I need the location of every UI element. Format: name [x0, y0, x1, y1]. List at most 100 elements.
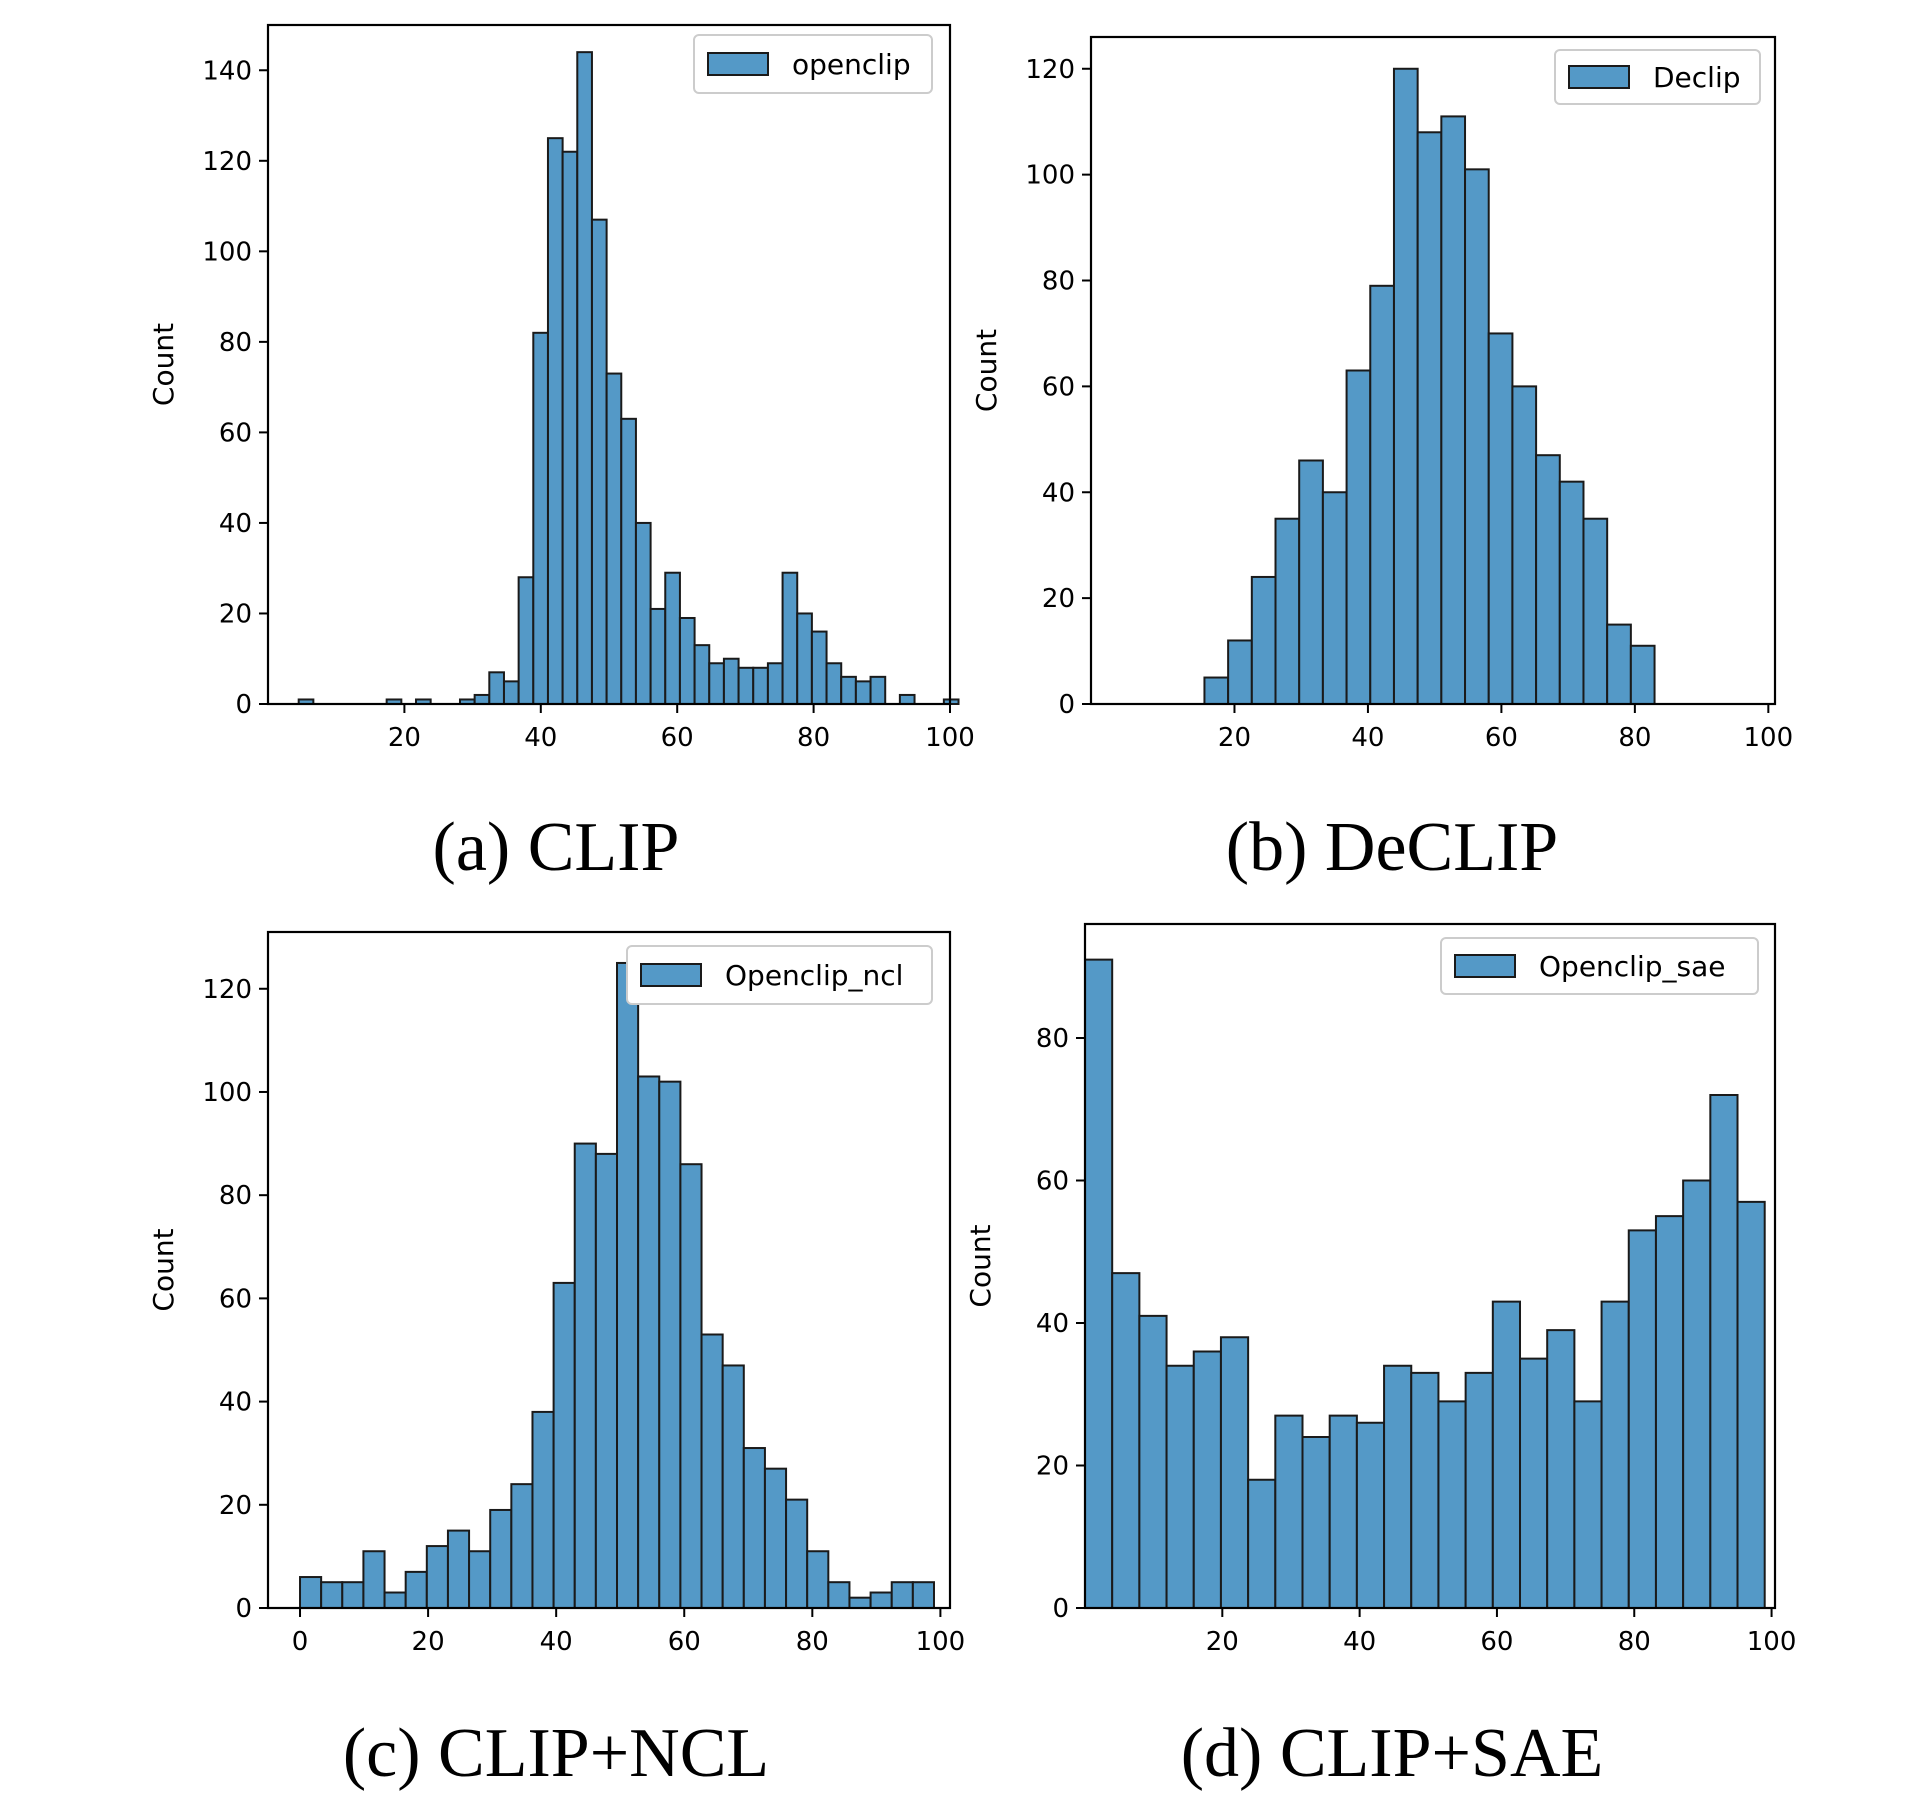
axes-frame — [266, 930, 952, 1610]
histogram-bar — [827, 1581, 851, 1610]
y-tick-label: 40 — [1036, 1309, 1069, 1339]
y-tick-label: 120 — [1025, 55, 1075, 85]
y-tick-label: 20 — [1036, 1452, 1069, 1482]
histogram-bar — [1627, 1229, 1657, 1609]
histogram-bar — [1709, 1094, 1739, 1609]
histogram-bar — [840, 675, 857, 706]
histogram-panel-declip: 20 40 60 80 100 0 20 40 60 80 100 120 Count Declip (b)… — [970, 35, 1793, 886]
histogram-bar — [781, 571, 799, 706]
y-tick-label: 60 — [1042, 372, 1075, 402]
legend-label: Openclip_ncl — [725, 959, 903, 992]
x-tick-label: 40 — [1351, 723, 1384, 753]
x-tick-label: 20 — [412, 1627, 445, 1657]
histogram-bar — [752, 666, 769, 706]
histogram-bar — [1410, 1371, 1440, 1609]
histogram-panel-clip: 20 40 60 80 100 0 20 40 60 80 100 120 140 Count opencl… — [147, 23, 975, 886]
histogram-bar — [890, 1581, 914, 1610]
y-tick-label: 80 — [1042, 267, 1075, 297]
y-tick-label: 0 — [1052, 1594, 1069, 1624]
histogram-bar — [785, 1498, 809, 1609]
histogram-bar — [404, 1570, 428, 1609]
histogram-bar — [634, 521, 652, 706]
axes-frame — [1083, 922, 1777, 1610]
x-tick-label: 40 — [540, 1627, 573, 1657]
histogram-bar — [531, 1410, 555, 1610]
y-tick-label: 40 — [1042, 478, 1075, 508]
x-tick-label: 40 — [524, 723, 557, 753]
histogram-bar — [1369, 284, 1395, 705]
histogram-bar — [1298, 459, 1324, 705]
y-tick-label: 0 — [235, 690, 252, 720]
histogram-bar — [1345, 369, 1372, 705]
histogram-bar — [649, 607, 667, 705]
caption-declip: (b) DeCLIP — [1226, 809, 1558, 886]
legend-box — [1440, 937, 1759, 995]
histogram-bar — [573, 1142, 597, 1609]
y-tick-label: 80 — [219, 328, 252, 358]
histogram-bar — [1573, 1400, 1603, 1609]
histogram-bar — [1138, 1314, 1168, 1609]
histogram-bar — [299, 1576, 323, 1610]
histogram-bar — [468, 1550, 492, 1610]
histogram-bar — [1487, 332, 1514, 705]
caption-clip: (a) CLIP — [433, 809, 680, 886]
histogram-bar — [1165, 1364, 1195, 1609]
histogram-bar — [1111, 1272, 1141, 1609]
histogram-bar — [869, 675, 887, 706]
histogram-bar — [532, 331, 549, 705]
legend-swatch — [1454, 954, 1516, 978]
histogram-bar — [664, 571, 681, 706]
histogram-bar — [446, 1529, 471, 1610]
x-tick-label: 20 — [1218, 723, 1251, 753]
y-tick-label: 0 — [235, 1594, 252, 1624]
histogram-panel-clip-ncl: 0 20 40 60 80 100 0 20 40 60 80 100 120 Count Openclip… — [147, 930, 966, 1792]
x-tick-label: 40 — [1343, 1627, 1376, 1657]
histogram-bar — [737, 666, 755, 706]
x-tick-label: 60 — [1485, 723, 1518, 753]
histogram-bar — [1464, 1371, 1494, 1609]
histogram-bar — [1511, 385, 1538, 705]
histogram-bar — [658, 1080, 682, 1609]
histogram-bar — [1519, 1357, 1549, 1609]
histogram-bar — [1203, 676, 1230, 705]
y-tick-label: 140 — [202, 56, 252, 86]
x-tick-label: 80 — [1618, 723, 1651, 753]
histogram-bar — [1274, 517, 1301, 705]
histogram-bar — [1600, 1300, 1630, 1609]
histogram-bar — [1654, 1215, 1685, 1609]
histogram-bar — [1491, 1300, 1522, 1609]
histogram-bar — [489, 1508, 513, 1610]
histogram-bar — [620, 417, 637, 705]
x-tick-label: 100 — [1747, 1627, 1797, 1657]
x-tick-label: 100 — [916, 1627, 966, 1657]
histogram-bar — [590, 218, 608, 705]
histogram-bar — [1546, 1329, 1576, 1609]
x-tick-label: 60 — [668, 1627, 701, 1657]
histogram-bar — [898, 693, 916, 705]
y-axis-label: Count — [147, 1228, 180, 1311]
histogram-bar — [1416, 131, 1443, 706]
legend-swatch — [1568, 65, 1630, 89]
histogram-bar — [1606, 623, 1632, 705]
legend-swatch — [640, 963, 702, 987]
histogram-bar — [1558, 480, 1585, 705]
legend: openclip — [693, 34, 933, 94]
y-tick-label: 60 — [219, 1284, 252, 1314]
x-tick-label: 80 — [1618, 1627, 1651, 1657]
histogram-bar — [1301, 1436, 1331, 1609]
caption-clip-sae: (d) CLIP+SAE — [1181, 1715, 1604, 1792]
histogram-bar — [942, 698, 960, 705]
caption-clip-ncl: (c) CLIP+NCL — [343, 1715, 769, 1792]
histogram-bar — [1227, 639, 1253, 706]
x-tick-label: 20 — [1206, 1627, 1239, 1657]
y-tick-label: 40 — [219, 509, 252, 539]
histogram-bar — [1192, 1350, 1222, 1609]
y-tick-label: 60 — [219, 418, 252, 448]
y-tick-label: 100 — [202, 1078, 252, 1108]
histogram-bar — [796, 612, 813, 706]
y-tick-label: 100 — [202, 237, 252, 267]
histogram-bar — [502, 680, 520, 705]
histogram-bar — [708, 662, 725, 706]
x-tick-label: 0 — [292, 1627, 309, 1657]
